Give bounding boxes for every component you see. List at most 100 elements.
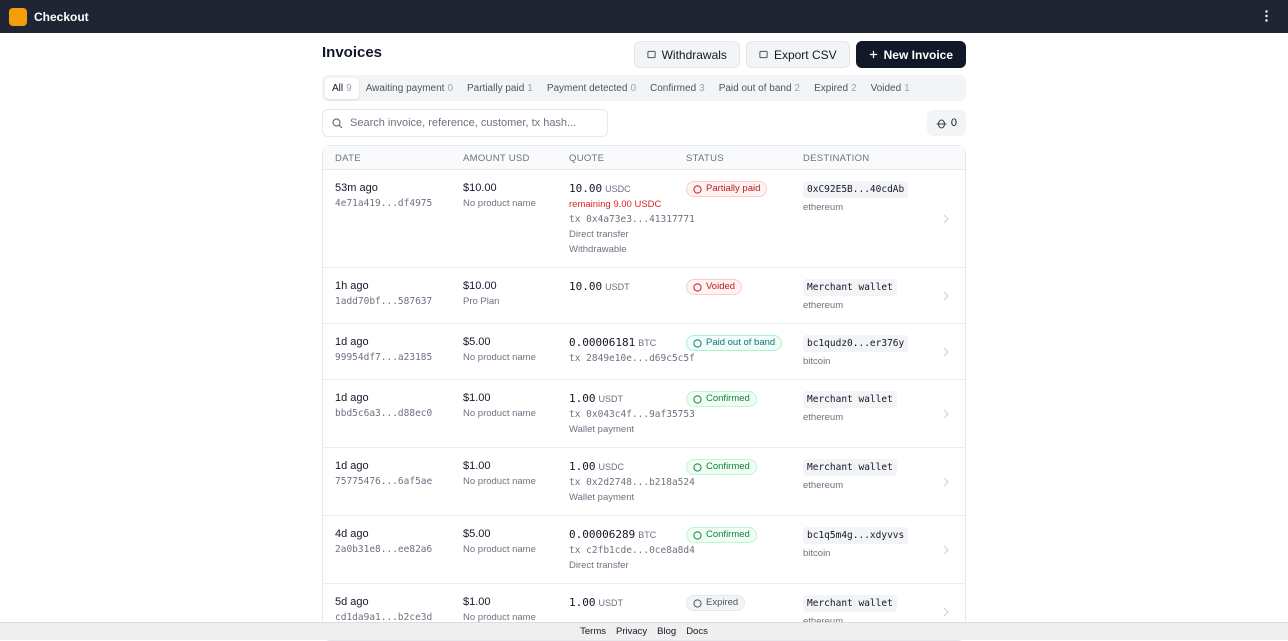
status-tab[interactable]: Expired 2: [807, 78, 863, 99]
quote-cell: 1.00 USDC tx 0x2d2748...b218a524 Wallet pay…: [569, 459, 695, 505]
invoice-id: 75775476...6af5ae: [335, 476, 433, 487]
invoice-id: 99954df7...a23185: [335, 352, 433, 363]
action-label: New Invoice: [883, 47, 953, 62]
footer-link[interactable]: Terms: [580, 626, 607, 637]
action-button[interactable]: New Invoice: [855, 41, 966, 68]
date-cell: 53m ago 4e71a419...df4975: [335, 181, 432, 211]
tab-label: Paid out of band: [718, 82, 792, 94]
invoice-row[interactable]: 4d ago 2a0b31e8...ee82a6 $5.00 No product n…: [323, 516, 965, 584]
column-header: DATE: [335, 153, 361, 164]
status-tab[interactable]: Paid out of band 2: [712, 78, 807, 99]
amount: $10.00: [463, 280, 497, 292]
row-chevron: [943, 214, 949, 224]
quote-remaining: remaining 9.00 USDC: [569, 199, 662, 210]
action-button[interactable]: Export CSV: [745, 41, 850, 68]
quote-cell: 0.00006181 BTC tx 2849e10e...d69c5c5f: [569, 335, 695, 366]
network: bitcoin: [803, 356, 831, 367]
quote-method: Direct transfer: [569, 229, 629, 240]
status-tab[interactable]: Voided 1: [864, 78, 917, 99]
table-header: DATE AMOUNT USD QUOTE STATUS DESTINATION: [323, 146, 965, 170]
status-label: Voided: [706, 281, 736, 292]
product: No product name: [463, 408, 536, 419]
quote-value: 0.00006181: [569, 336, 636, 349]
app-logo: [9, 7, 27, 26]
actions: Withdrawals Export CSV New Invoice: [633, 41, 966, 68]
footer-link[interactable]: Docs: [686, 626, 708, 637]
search-input[interactable]: Search invoice, reference, customer, tx …: [322, 109, 608, 137]
date-cell: 1d ago bbd5c6a3...d88ec0: [335, 391, 432, 421]
destination: Merchant wallet: [803, 391, 897, 408]
date-cell: 5d ago cd1da9a1...b2ce3d: [335, 595, 432, 625]
invoice-row[interactable]: 1d ago 99954df7...a23185 $5.00 No product n…: [323, 324, 965, 380]
column-header: QUOTE: [569, 153, 605, 164]
network: bitcoin: [803, 548, 831, 559]
invoice-row[interactable]: 53m ago 4e71a419...df4975 $10.00 No product…: [323, 170, 965, 268]
quote-tx: tx 0x043c4f...9af35753: [569, 409, 695, 420]
row-chevron: [943, 409, 949, 419]
quote-value: 1.00: [569, 460, 596, 473]
tab-label: Payment detected: [546, 82, 628, 94]
status-tab[interactable]: Confirmed 3: [643, 78, 712, 99]
product: No product name: [463, 544, 536, 555]
quote-value: 1.00: [569, 392, 596, 405]
footer-link[interactable]: Privacy: [616, 626, 648, 637]
quote-method: Wallet payment: [569, 424, 635, 435]
status-tab[interactable]: Awaiting payment 0: [359, 78, 460, 99]
status-cell: Paid out of band: [686, 335, 783, 353]
product: No product name: [463, 612, 536, 623]
status-icon: [693, 530, 702, 540]
status-tabs: All 9 Awaiting payment 0 Partially paid 1 Paym…: [322, 75, 966, 101]
quote-cell: 1.00 USDT: [569, 595, 623, 611]
invoice-id: 4e71a419...df4975: [335, 198, 433, 209]
quote-amount: 1.00 USDT: [569, 595, 623, 611]
action-button[interactable]: Withdrawals: [633, 41, 740, 68]
status-tab[interactable]: All 9: [325, 77, 359, 99]
status-tab[interactable]: Payment detected 0: [540, 78, 643, 99]
status-badge: Partially paid: [686, 181, 768, 197]
amount-cell: $1.00 No product name: [463, 459, 536, 489]
action-icon: [759, 50, 768, 59]
tab-label: Expired: [814, 82, 849, 94]
menu-button[interactable]: [1265, 10, 1268, 22]
quote-currency: USDT: [598, 598, 624, 608]
status-tab[interactable]: Partially paid 1: [460, 78, 540, 99]
amount-cell: $1.00 No product name: [463, 391, 536, 421]
invoice-id: 1add70bf...587637: [335, 296, 433, 307]
amount: $1.00: [463, 460, 491, 472]
quote-cell: 10.00 USDC remaining 9.00 USDC tx 0x4a73e3.…: [569, 181, 695, 257]
invoice-row[interactable]: 1d ago 75775476...6af5ae $1.00 No product n…: [323, 448, 965, 516]
footer-link[interactable]: Blog: [657, 626, 677, 637]
invoice-row[interactable]: 5d ago cd1da9a1...b2ce3d $1.00 No product n…: [323, 584, 965, 640]
invoice-row[interactable]: 1h ago 1add70bf...587637 $10.00 Pro Plan 10.…: [323, 268, 965, 324]
destination-cell: bc1q5m4g...xdyvvs bitcoin: [803, 527, 909, 561]
network: ethereum: [803, 480, 844, 491]
status-icon: [693, 394, 702, 404]
filter-button[interactable]: 0: [927, 110, 966, 136]
quote-method: Wallet payment: [569, 492, 635, 503]
quote-currency: BTC: [638, 530, 657, 540]
network: ethereum: [803, 614, 897, 629]
status-icon: [693, 598, 702, 608]
top-bar: Checkout: [0, 0, 1288, 33]
invoice-row[interactable]: 1d ago bbd5c6a3...d88ec0 $1.00 No product n…: [323, 380, 965, 448]
tab-label: Voided: [870, 82, 902, 94]
network: ethereum: [803, 300, 844, 311]
quote-note: Withdrawable: [569, 244, 627, 255]
destination-cell: Merchant wallet ethereum: [803, 595, 897, 629]
quote-value: 10.00: [569, 182, 603, 195]
row-chevron: [943, 347, 949, 357]
quote-amount: 1.00 USDT: [569, 391, 695, 407]
quote-cell: 1.00 USDT tx 0x043c4f...9af35753 Wallet pay…: [569, 391, 695, 437]
amount: $10.00: [463, 182, 497, 194]
quote-currency: USDC: [598, 462, 625, 472]
status-cell: Expired: [686, 595, 746, 613]
status-label: Paid out of band: [706, 337, 776, 348]
date-cell: 4d ago 2a0b31e8...ee82a6: [335, 527, 432, 557]
status-badge: Confirmed: [686, 391, 757, 407]
tab-count: 3: [699, 82, 705, 94]
invoice-date: 1h ago: [335, 280, 369, 292]
product: No product name: [463, 198, 536, 209]
status-label: Confirmed: [706, 393, 750, 404]
destination-cell: Merchant wallet ethereum: [803, 391, 897, 425]
